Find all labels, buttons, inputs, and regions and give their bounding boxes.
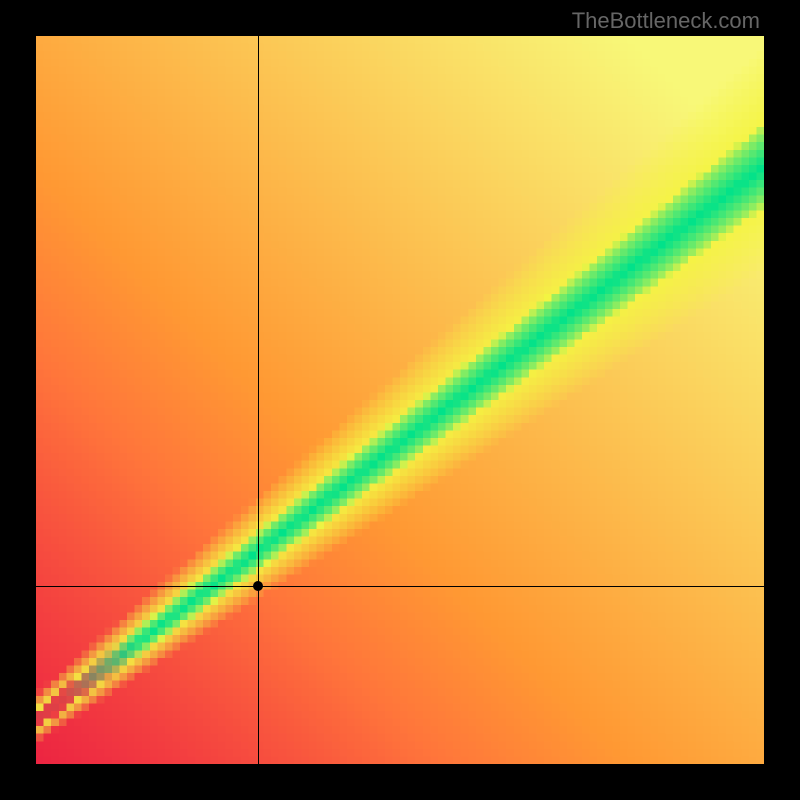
heatmap-canvas xyxy=(36,36,764,764)
crosshair-vertical xyxy=(258,36,259,764)
watermark-text: TheBottleneck.com xyxy=(572,8,760,34)
data-point-marker xyxy=(253,581,263,591)
bottleneck-heatmap xyxy=(36,36,764,764)
crosshair-horizontal xyxy=(36,586,764,587)
